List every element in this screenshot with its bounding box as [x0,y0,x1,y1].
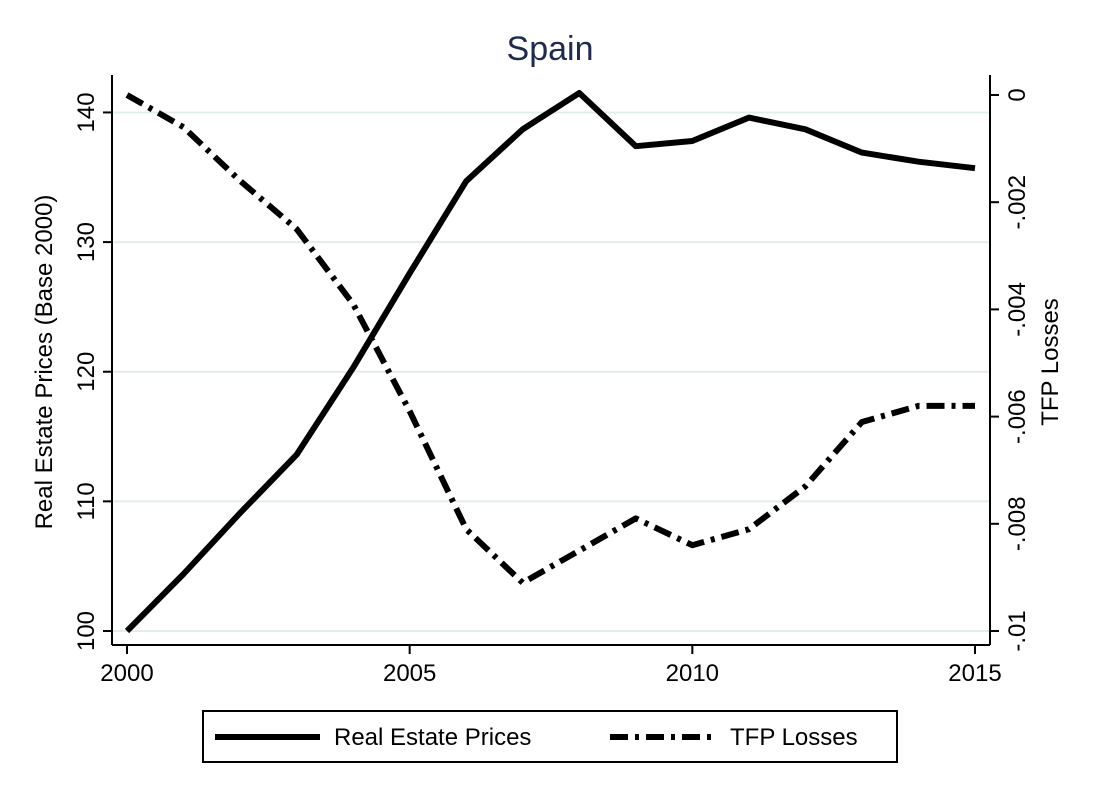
series-line-real-estate-prices [124,90,976,634]
y-axis-title: Real Estate Prices (Base 2000) [31,195,58,530]
y-tick-label: 120 [73,352,100,392]
chart-title: Spain [507,30,594,68]
legend-label-tfp-losses: TFP Losses [730,724,858,751]
y2-tick-label: -.004 [1004,282,1031,337]
y2-axis-title: TFP Losses [1037,298,1064,426]
x-tick-label: 2010 [666,660,719,687]
gridlines [112,111,990,632]
series-line-tfp-losses [125,92,975,586]
y2-tick-label: -.008 [1004,496,1031,551]
legend: Real Estate Prices TFP Losses [202,710,898,763]
x-tick-label: 2015 [948,660,1001,687]
y2-tick-label: -.01 [1004,610,1031,651]
x-tick-label: 2000 [100,660,153,687]
axes: 2000 2005 2010 2015 100 110 120 130 140 0 -.002 -.0… [73,75,1031,687]
y-tick-label: 110 [73,482,100,520]
y2-tick-label: 0 [1004,88,1031,101]
y2-tick-label: -.006 [1004,389,1031,444]
series-lines [124,90,976,634]
y-tick-label: 130 [73,222,100,262]
y-tick-label: 100 [73,611,100,651]
y2-tick-label: -.002 [1004,175,1031,230]
x-tick-label: 2005 [383,660,436,687]
y-tick-label: 140 [73,92,100,132]
legend-label-real-estate-prices: Real Estate Prices [334,724,531,751]
